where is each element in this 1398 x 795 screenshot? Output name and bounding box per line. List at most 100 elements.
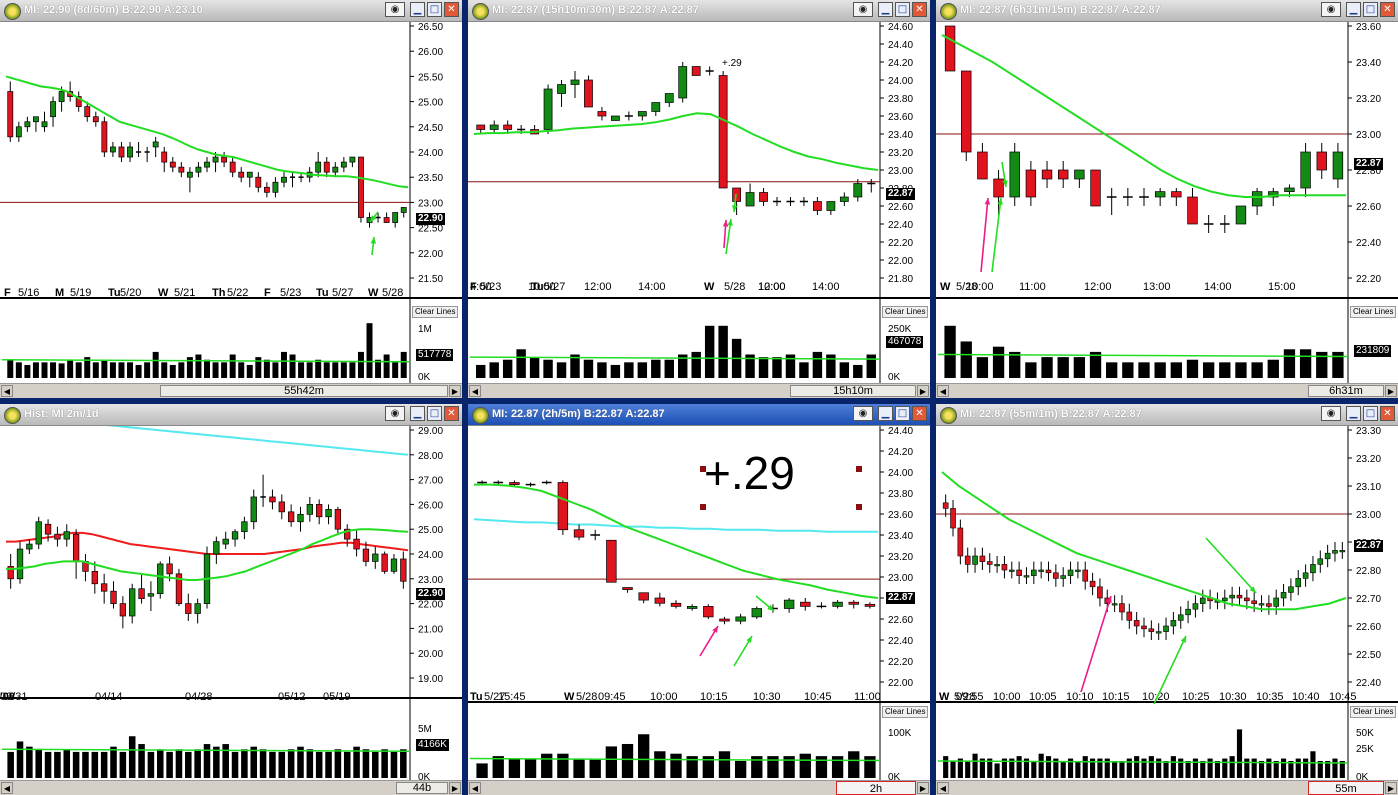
selection-handle[interactable] bbox=[700, 504, 706, 510]
candle-down bbox=[800, 601, 811, 607]
horizontal-scrollbar[interactable]: ◀ ▶ 6h31m bbox=[936, 383, 1398, 398]
last-volume-tag: 517778 bbox=[416, 349, 454, 361]
maximize-button[interactable]: □ bbox=[427, 406, 442, 421]
scroll-right-button[interactable]: ▶ bbox=[449, 385, 461, 397]
candle-up bbox=[826, 201, 836, 211]
candle-down bbox=[84, 106, 91, 118]
horizontal-scrollbar[interactable]: ◀ ▶ 55h42m bbox=[0, 383, 462, 398]
scroll-right-button[interactable]: ▶ bbox=[1385, 385, 1397, 397]
maximize-button[interactable]: □ bbox=[427, 2, 442, 17]
scroll-left-button[interactable]: ◀ bbox=[1, 385, 13, 397]
maximize-button[interactable]: □ bbox=[1363, 2, 1378, 17]
chart-window-2h-5m[interactable]: MI: 22.87 (2h/5m) B:22.87 A:22.87 ◉ ▁ □ ✕ 24.… bbox=[468, 404, 930, 795]
selection-handle[interactable] bbox=[700, 466, 706, 472]
clear-lines-button[interactable]: Clear Lines bbox=[882, 706, 929, 718]
maximize-button[interactable]: □ bbox=[895, 406, 910, 421]
green-arrow-head bbox=[1180, 636, 1186, 643]
clear-lines-button[interactable]: Clear Lines bbox=[882, 306, 929, 318]
volume-bar bbox=[1057, 357, 1069, 378]
camera-icon[interactable]: ◉ bbox=[853, 406, 873, 421]
candle-down bbox=[169, 161, 176, 168]
scroll-left-button[interactable]: ◀ bbox=[937, 782, 949, 794]
volume-bar bbox=[1186, 359, 1199, 378]
minimize-button[interactable]: ▁ bbox=[410, 406, 425, 421]
volume-bar bbox=[950, 760, 956, 778]
y-tick-label: 22.00 bbox=[888, 256, 913, 267]
candle-down bbox=[1041, 169, 1053, 180]
volume-bar bbox=[1156, 758, 1162, 778]
candle-up bbox=[853, 183, 863, 198]
candle-down bbox=[1187, 196, 1198, 225]
scroll-thumb[interactable] bbox=[396, 782, 448, 794]
chart-window-hist-2m-1d[interactable]: Hist: MI 2m/1d ◉ ▁ □ ✕ 29.00 28.00 27.00 26.00 25… bbox=[0, 404, 462, 795]
clear-lines-button[interactable]: Clear Lines bbox=[412, 306, 459, 318]
maximize-button[interactable]: □ bbox=[895, 2, 910, 17]
close-button[interactable]: ✕ bbox=[912, 406, 927, 421]
close-button[interactable]: ✕ bbox=[1380, 406, 1395, 421]
selection-handle[interactable] bbox=[856, 504, 862, 510]
camera-icon[interactable]: ◉ bbox=[385, 406, 405, 421]
last-volume-tag: 4166K bbox=[416, 739, 449, 751]
pink-arrow-head bbox=[984, 198, 991, 205]
volume-bar bbox=[118, 362, 125, 378]
volume-bar bbox=[1332, 351, 1344, 378]
minimize-button[interactable]: ▁ bbox=[878, 2, 893, 17]
volume-bar bbox=[1185, 760, 1191, 778]
x-tick-label: 5/22 bbox=[227, 287, 248, 299]
x-tick-label: 15:00 bbox=[1268, 281, 1296, 293]
camera-icon[interactable]: ◉ bbox=[385, 2, 405, 17]
volume-bar bbox=[476, 364, 486, 378]
volume-bar bbox=[516, 349, 526, 378]
scroll-right-button[interactable]: ▶ bbox=[917, 782, 929, 794]
selection-handle[interactable] bbox=[856, 466, 862, 472]
close-button[interactable]: ✕ bbox=[1380, 2, 1395, 17]
scroll-right-button[interactable]: ▶ bbox=[917, 385, 929, 397]
scroll-left-button[interactable]: ◀ bbox=[469, 385, 481, 397]
scroll-thumb[interactable] bbox=[790, 385, 916, 397]
candle-down bbox=[119, 603, 127, 617]
chart-window-8d-60m[interactable]: MI: 22.90 (8d/60m) B:22.90 A:23.10 ◉ ▁ □ ✕ 26… bbox=[0, 0, 462, 398]
volume-tick-label: 1M bbox=[418, 324, 432, 335]
horizontal-scrollbar[interactable]: ◀ ▶ 2h bbox=[468, 780, 930, 795]
scroll-thumb[interactable] bbox=[1308, 385, 1384, 397]
camera-icon[interactable]: ◉ bbox=[853, 2, 873, 17]
scroll-left-button[interactable]: ◀ bbox=[937, 385, 949, 397]
volume-bar bbox=[289, 354, 296, 378]
close-button[interactable]: ✕ bbox=[444, 406, 459, 421]
volume-bar bbox=[972, 753, 978, 778]
volume-bar bbox=[58, 363, 65, 378]
minimize-button[interactable]: ▁ bbox=[1346, 406, 1361, 421]
horizontal-scrollbar[interactable]: ◀ ▶ 44b bbox=[0, 780, 462, 795]
minimize-button[interactable]: ▁ bbox=[878, 406, 893, 421]
chart-window-6h31m-15m[interactable]: MI: 22.87 (6h31m/15m) B:22.87 A:22.87 ◉ ▁ □… bbox=[936, 0, 1398, 398]
scroll-right-button[interactable]: ▶ bbox=[449, 782, 461, 794]
volume-bar bbox=[508, 758, 521, 778]
camera-icon[interactable]: ◉ bbox=[1321, 2, 1341, 17]
scroll-left-button[interactable]: ◀ bbox=[469, 782, 481, 794]
candle-up bbox=[745, 192, 755, 207]
candle-up bbox=[1074, 169, 1085, 180]
candle-up bbox=[1310, 564, 1316, 574]
horizontal-scrollbar[interactable]: ◀ ▶ 55m bbox=[936, 780, 1398, 795]
clear-lines-button[interactable]: Clear Lines bbox=[1350, 306, 1397, 318]
clear-lines-button[interactable]: Clear Lines bbox=[1350, 706, 1397, 718]
scroll-left-button[interactable]: ◀ bbox=[1, 782, 13, 794]
maximize-button[interactable]: □ bbox=[1363, 406, 1378, 421]
horizontal-scrollbar[interactable]: ◀ ▶ 15h10m bbox=[468, 383, 930, 398]
x-tick-label: M bbox=[55, 287, 64, 299]
minimize-button[interactable]: ▁ bbox=[410, 2, 425, 17]
chart-window-55m-1m[interactable]: MI: 22.87 (55m/1m) B:22.87 A:22.87 ◉ ▁ □ ✕ 23… bbox=[936, 404, 1398, 795]
camera-icon[interactable]: ◉ bbox=[1321, 406, 1341, 421]
x-tick-label: 10:15 bbox=[1102, 691, 1130, 703]
scroll-right-button[interactable]: ▶ bbox=[1385, 782, 1397, 794]
scroll-thumb[interactable] bbox=[160, 385, 448, 397]
close-button[interactable]: ✕ bbox=[444, 2, 459, 17]
candle-up bbox=[129, 588, 136, 617]
y-tick-label: 23.00 bbox=[1356, 130, 1381, 141]
volume-bar bbox=[994, 763, 1000, 778]
candle-down bbox=[7, 566, 14, 580]
chart-window-15h10m-30m[interactable]: MI: 22.87 (15h10m/30m) B:22.87 A:22.87 ◉ ▁… bbox=[468, 0, 930, 398]
minimize-button[interactable]: ▁ bbox=[1346, 2, 1361, 17]
volume-bar bbox=[156, 749, 164, 778]
close-button[interactable]: ✕ bbox=[912, 2, 927, 17]
